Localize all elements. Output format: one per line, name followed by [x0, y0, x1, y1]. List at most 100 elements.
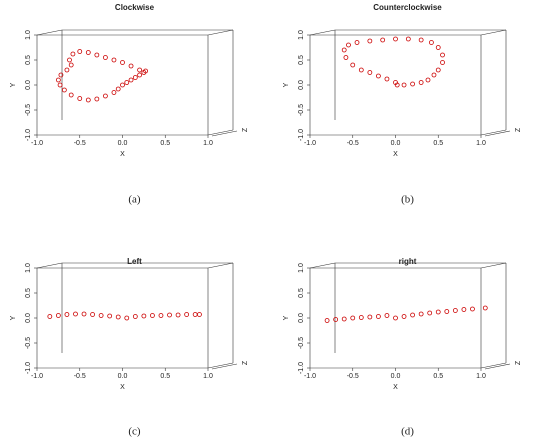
x-tick-label: -1.0 [304, 140, 316, 147]
box-edge [480, 129, 507, 136]
point [324, 318, 330, 323]
point [57, 82, 63, 88]
point [444, 309, 450, 314]
x-tick-label: -1.0 [31, 373, 43, 380]
point [47, 314, 53, 319]
box-edge [480, 362, 507, 369]
point [435, 309, 441, 315]
point [384, 76, 390, 82]
point [94, 96, 100, 102]
point [192, 312, 198, 317]
y-axis-label: Y [283, 82, 290, 87]
x-tick-label: 0.0 [118, 373, 128, 380]
point [94, 52, 100, 58]
point [367, 70, 373, 75]
point [350, 62, 356, 68]
point [375, 314, 381, 319]
point [375, 73, 381, 79]
point [405, 36, 411, 42]
point [429, 40, 434, 45]
point [61, 87, 67, 93]
point [111, 90, 117, 95]
point [393, 315, 398, 321]
point [120, 60, 125, 65]
point [440, 60, 445, 65]
y-tick-label: 0.5 [298, 288, 305, 298]
x-tick-label: 0.5 [433, 140, 443, 147]
point [132, 314, 138, 319]
box-edge [36, 29, 63, 36]
y-tick-label: -1.0 [298, 362, 305, 374]
caption: (b) [401, 194, 414, 206]
x-tick-label: -0.5 [74, 140, 86, 147]
x-tick-label: 0.5 [433, 373, 443, 380]
point [70, 51, 76, 57]
panel-title: Counterclockwise [373, 3, 442, 12]
point [384, 313, 390, 318]
point [128, 63, 134, 69]
point [394, 82, 400, 88]
y-tick-label: 0.0 [25, 80, 32, 90]
panel-title: Clockwise [115, 3, 155, 12]
y-tick-label: -1.0 [25, 129, 32, 141]
point [482, 305, 488, 311]
caption: (c) [128, 426, 141, 438]
z-axis [211, 363, 238, 370]
point [55, 77, 61, 83]
point [137, 72, 143, 78]
x-axis-label: X [120, 384, 125, 391]
point [98, 313, 104, 318]
x-axis-label: X [393, 151, 398, 158]
y-tick-label: 1.0 [298, 263, 305, 273]
x-tick-label: 1.0 [203, 373, 213, 380]
point [128, 77, 134, 83]
x-axis-label: X [120, 151, 125, 158]
point [124, 80, 130, 85]
point [77, 49, 83, 54]
point [55, 313, 61, 318]
point [158, 313, 164, 318]
x-tick-label: 1.0 [203, 140, 213, 147]
point [418, 37, 424, 43]
point [343, 55, 349, 60]
box-edge [309, 29, 336, 36]
point [137, 67, 143, 73]
x-tick-label: 1.0 [476, 140, 486, 147]
point [68, 92, 74, 98]
point [58, 72, 64, 78]
x-tick-label: -1.0 [31, 140, 43, 147]
point [470, 306, 475, 312]
x-tick-label: 0.5 [160, 373, 170, 380]
point [64, 67, 70, 73]
box-edge [480, 29, 507, 36]
z-axis-label: Z [515, 127, 522, 132]
y-tick-label: 0.0 [298, 313, 305, 323]
panel-title: right [399, 257, 417, 266]
y-tick-label: 1.0 [298, 30, 305, 40]
y-tick-label: 0.5 [25, 55, 32, 65]
point [425, 77, 431, 83]
y-tick-label: 0.0 [25, 313, 32, 323]
point [124, 315, 130, 321]
x-tick-label: -0.5 [347, 373, 359, 380]
point [346, 42, 351, 48]
x-tick-label: 0.5 [160, 140, 170, 147]
point [85, 50, 91, 55]
y-tick-label: -1.0 [25, 362, 32, 374]
y-tick-label: 0.5 [298, 55, 305, 65]
box-edge [36, 262, 63, 269]
box-edge [207, 29, 234, 36]
point [333, 317, 339, 322]
z-axis-label: Z [242, 127, 249, 132]
y-tick-label: -0.5 [25, 104, 32, 116]
point [367, 314, 373, 320]
point [435, 45, 441, 50]
box-edge [309, 262, 336, 269]
box-edge [207, 129, 234, 136]
point [184, 312, 190, 317]
point [64, 312, 70, 317]
y-axis-label: Y [10, 315, 17, 320]
point [197, 312, 202, 317]
point [341, 47, 347, 53]
